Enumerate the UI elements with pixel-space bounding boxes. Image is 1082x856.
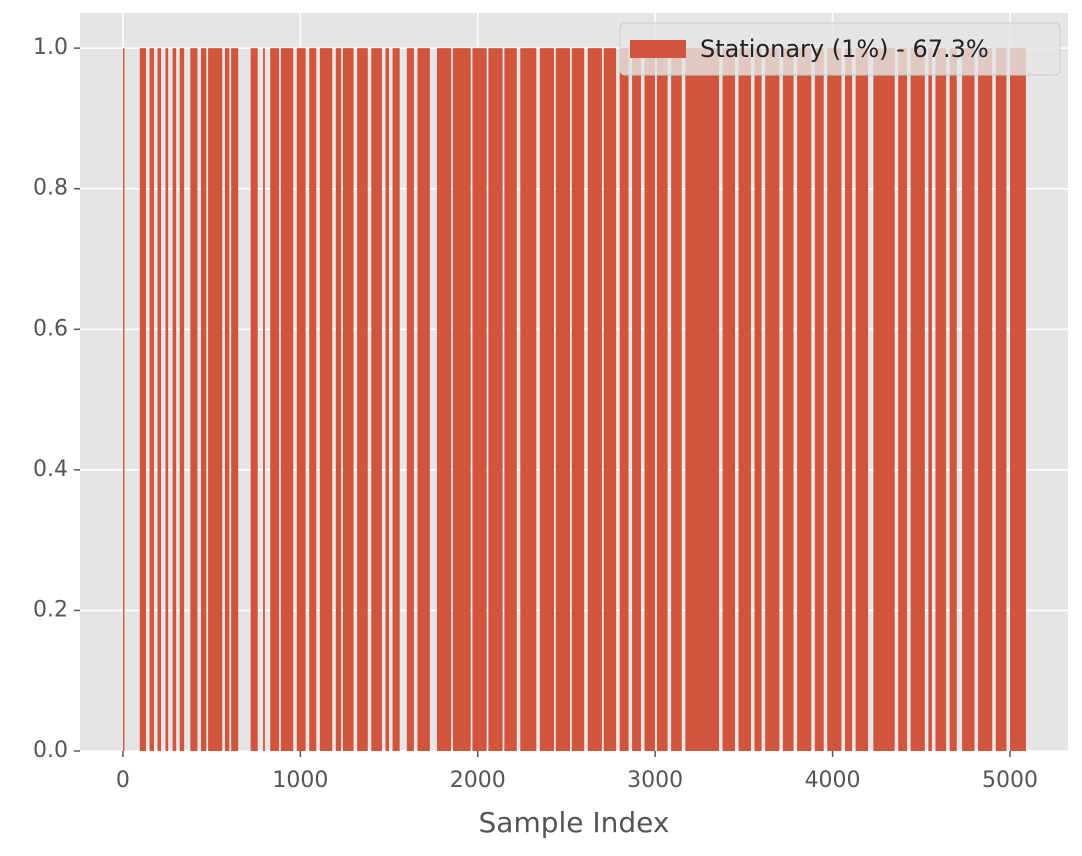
bar: [319, 48, 333, 751]
bar: [644, 48, 656, 751]
bar: [417, 48, 430, 751]
axes: 0.0 0.2 0.4 0.6 0.8 1.0 0 1000 2000 3000 4000 5000: [33, 35, 1038, 793]
bar: [139, 48, 146, 751]
x-tick-label: 3000: [627, 768, 683, 793]
bar: [280, 48, 294, 751]
x-tick-label: 2000: [450, 768, 506, 793]
bar: [270, 48, 280, 751]
bar: [685, 48, 720, 751]
y-tick-label: 0.0: [33, 738, 68, 763]
bar: [250, 48, 258, 751]
bar: [571, 48, 585, 751]
bar: [754, 48, 762, 751]
bar: [949, 48, 957, 751]
bar: [587, 48, 602, 751]
bar: [208, 48, 223, 751]
bar: [935, 48, 947, 751]
bars: [122, 48, 1026, 751]
bar: [539, 48, 555, 751]
bar: [385, 48, 390, 751]
bar: [371, 48, 382, 751]
bar: [844, 48, 853, 751]
bar: [797, 48, 812, 751]
bar: [224, 48, 230, 751]
bar: [149, 48, 154, 751]
bar: [671, 48, 682, 751]
bar: [392, 48, 400, 751]
bar: [231, 48, 239, 751]
bar: [632, 48, 641, 751]
legend-swatch: [630, 40, 686, 58]
x-tick-label: 0: [116, 768, 130, 793]
bar: [855, 48, 869, 751]
bar: [555, 48, 571, 751]
bar: [157, 48, 162, 751]
bar: [472, 48, 487, 751]
bar: [452, 48, 471, 751]
y-tick-label: 0.2: [33, 597, 68, 622]
bar: [995, 48, 1007, 751]
bar: [928, 48, 932, 751]
bar: [165, 48, 169, 751]
bar: [978, 48, 993, 751]
x-tick-label: 5000: [982, 768, 1038, 793]
bar: [827, 48, 842, 751]
y-tick-label: 0.8: [33, 176, 68, 201]
bar: [190, 48, 198, 751]
x-tick-label: 4000: [805, 768, 861, 793]
bar: [910, 48, 925, 751]
legend-box: [619, 22, 1061, 76]
bar: [406, 48, 414, 751]
bar: [619, 48, 629, 751]
y-tick-label: 0.4: [33, 457, 68, 482]
bar: [782, 48, 794, 751]
bar: [172, 48, 177, 751]
bar: [962, 48, 975, 751]
bar: [296, 48, 306, 751]
bar: [873, 48, 895, 751]
bar: [814, 48, 824, 751]
bar: [722, 48, 736, 751]
y-tick-label: 0.6: [33, 316, 68, 341]
bar: [263, 48, 265, 751]
bar: [342, 48, 354, 751]
bar: [309, 48, 317, 751]
bar: [504, 48, 517, 751]
bar: [765, 48, 780, 751]
bar: [357, 48, 368, 751]
x-tick-label: 1000: [272, 768, 328, 793]
legend: Stationary (1%) - 67.3%: [619, 22, 1061, 76]
bar: [335, 48, 342, 751]
bar: [179, 48, 185, 751]
x-axis-label: Sample Index: [479, 806, 670, 839]
bar: [738, 48, 751, 751]
bar: [436, 48, 452, 751]
legend-label: Stationary (1%) - 67.3%: [700, 35, 989, 63]
y-tick-label: 1.0: [33, 35, 68, 60]
bar: [898, 48, 908, 751]
bar: [656, 48, 668, 751]
bar: [488, 48, 503, 751]
bar: [122, 48, 125, 751]
bar: [520, 48, 537, 751]
bar: [603, 48, 617, 751]
bar: [1009, 48, 1026, 751]
bar: [200, 48, 207, 751]
